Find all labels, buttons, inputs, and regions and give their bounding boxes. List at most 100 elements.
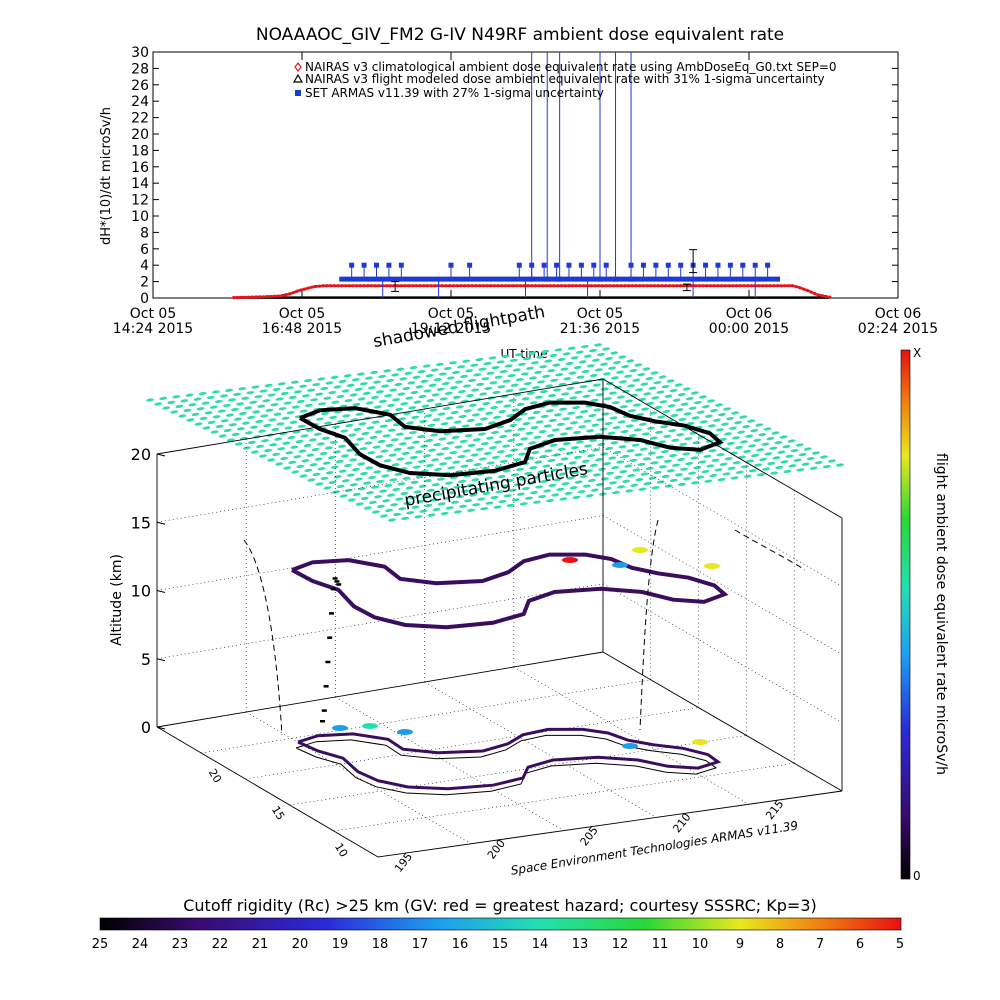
particle-dash <box>421 404 430 408</box>
particle-dash <box>196 407 205 411</box>
particle-dash <box>423 479 432 483</box>
altitude-ticks: 0 5 10 15 20 <box>131 445 166 737</box>
axes-box <box>156 378 843 858</box>
particle-dash <box>603 462 612 466</box>
particle-dash <box>481 377 490 381</box>
particle-dash <box>699 420 708 424</box>
nairas-climatological-point <box>511 284 515 288</box>
particle-dash <box>504 429 513 433</box>
particle-dash <box>438 437 447 441</box>
particle-dash <box>364 441 373 445</box>
flightpath-3d-panel: 0 5 10 15 20 195 200 205 210 215 10 15 20 Altitude… <box>109 302 844 878</box>
particle-dash <box>479 392 488 396</box>
nairas-climatological-point <box>321 284 325 288</box>
particle-dash <box>421 494 430 498</box>
particle-dash <box>682 387 691 391</box>
particle-dash <box>228 398 236 402</box>
particle-dash <box>199 416 208 420</box>
particle-dash <box>323 396 332 400</box>
grid-line <box>602 515 843 655</box>
particle-dash <box>381 474 390 478</box>
particle-dash <box>472 503 481 507</box>
particle-dash <box>740 465 749 469</box>
colorbar-tick-label: 24 <box>132 937 149 952</box>
nairas-climatological-point <box>671 284 675 288</box>
particle-dash <box>315 417 324 421</box>
particle-dash <box>244 406 253 410</box>
colorbar-tick-label: 21 <box>252 937 269 952</box>
particle-dash <box>372 445 381 449</box>
particle-dash <box>632 468 641 472</box>
armas-extreme-point <box>557 276 563 282</box>
particle-dash <box>238 387 247 391</box>
particle-dash <box>827 459 836 463</box>
particle-dash <box>434 467 442 472</box>
particle-dash <box>371 420 380 424</box>
particle-dash <box>277 382 286 386</box>
particle-dash <box>204 411 213 415</box>
particle-dash <box>439 487 448 491</box>
y-tick-label: 6 <box>140 242 149 258</box>
particle-dash <box>612 490 620 495</box>
nairas-climatological-point <box>276 294 281 298</box>
particle-dash <box>547 369 556 373</box>
x-axis-caption: Space Environment Technologies ARMAS v11… <box>510 818 799 877</box>
particle-dash <box>278 407 287 411</box>
particle-dash <box>542 464 551 468</box>
particle-dash <box>562 352 571 356</box>
particle-dash <box>392 487 401 492</box>
particle-dash <box>574 480 583 484</box>
particle-dash <box>512 368 521 372</box>
particle-dash <box>564 426 573 430</box>
particle-dash <box>474 422 483 427</box>
particle-dash <box>211 390 220 394</box>
particle-dash <box>459 504 467 508</box>
particle-dash <box>732 461 741 465</box>
altitude-sample-point <box>325 660 331 664</box>
particle-dash <box>458 414 467 419</box>
particle-dash <box>614 475 623 479</box>
nairas-climatological-point <box>712 284 716 288</box>
nairas-climatological-point <box>813 292 817 296</box>
particle-dash <box>546 434 555 438</box>
particle-dash <box>291 405 300 409</box>
nairas-climatological-point <box>496 284 500 288</box>
particle-dash <box>231 432 240 436</box>
nairas-climatological-point <box>384 284 389 288</box>
particle-dash <box>726 417 734 421</box>
particle-dash <box>367 451 376 455</box>
particle-dash <box>277 447 286 451</box>
particle-dash <box>403 501 412 505</box>
nairas-climatological-point <box>325 284 329 288</box>
nairas-climatological-point <box>682 284 687 288</box>
altitude-tick <box>156 726 166 730</box>
particle-dash <box>361 431 370 436</box>
particle-dash <box>594 343 602 347</box>
dose-hotspot <box>622 743 638 749</box>
particle-dash <box>552 453 561 457</box>
armas-spike-point <box>361 262 367 268</box>
nairas-climatological-point <box>626 284 631 288</box>
nairas-climatological-point <box>295 289 299 293</box>
dose-rate-colorbar: X 0 flight ambient dose equivalent rate … <box>900 346 949 883</box>
particle-dash <box>365 401 374 405</box>
particle-dash <box>416 410 425 414</box>
particle-dash <box>432 418 441 422</box>
particle-dash <box>582 484 591 488</box>
particle-dash <box>638 487 647 491</box>
particle-dash <box>515 442 524 447</box>
particle-dash <box>476 382 485 386</box>
particle-dash <box>392 398 401 402</box>
particle-dash <box>809 466 818 470</box>
particle-dash <box>560 367 569 371</box>
particle-dash <box>378 399 387 403</box>
armas-spike-point <box>603 262 609 268</box>
particle-dash <box>592 383 601 387</box>
particle-dash <box>771 431 780 435</box>
particle-dash <box>542 374 551 378</box>
flightpath-at-altitude <box>291 552 729 630</box>
particle-dash <box>424 503 433 508</box>
nairas-climatological-point <box>302 287 307 291</box>
longitude-tick-label: 195 <box>392 850 415 875</box>
particle-dash <box>338 379 347 383</box>
